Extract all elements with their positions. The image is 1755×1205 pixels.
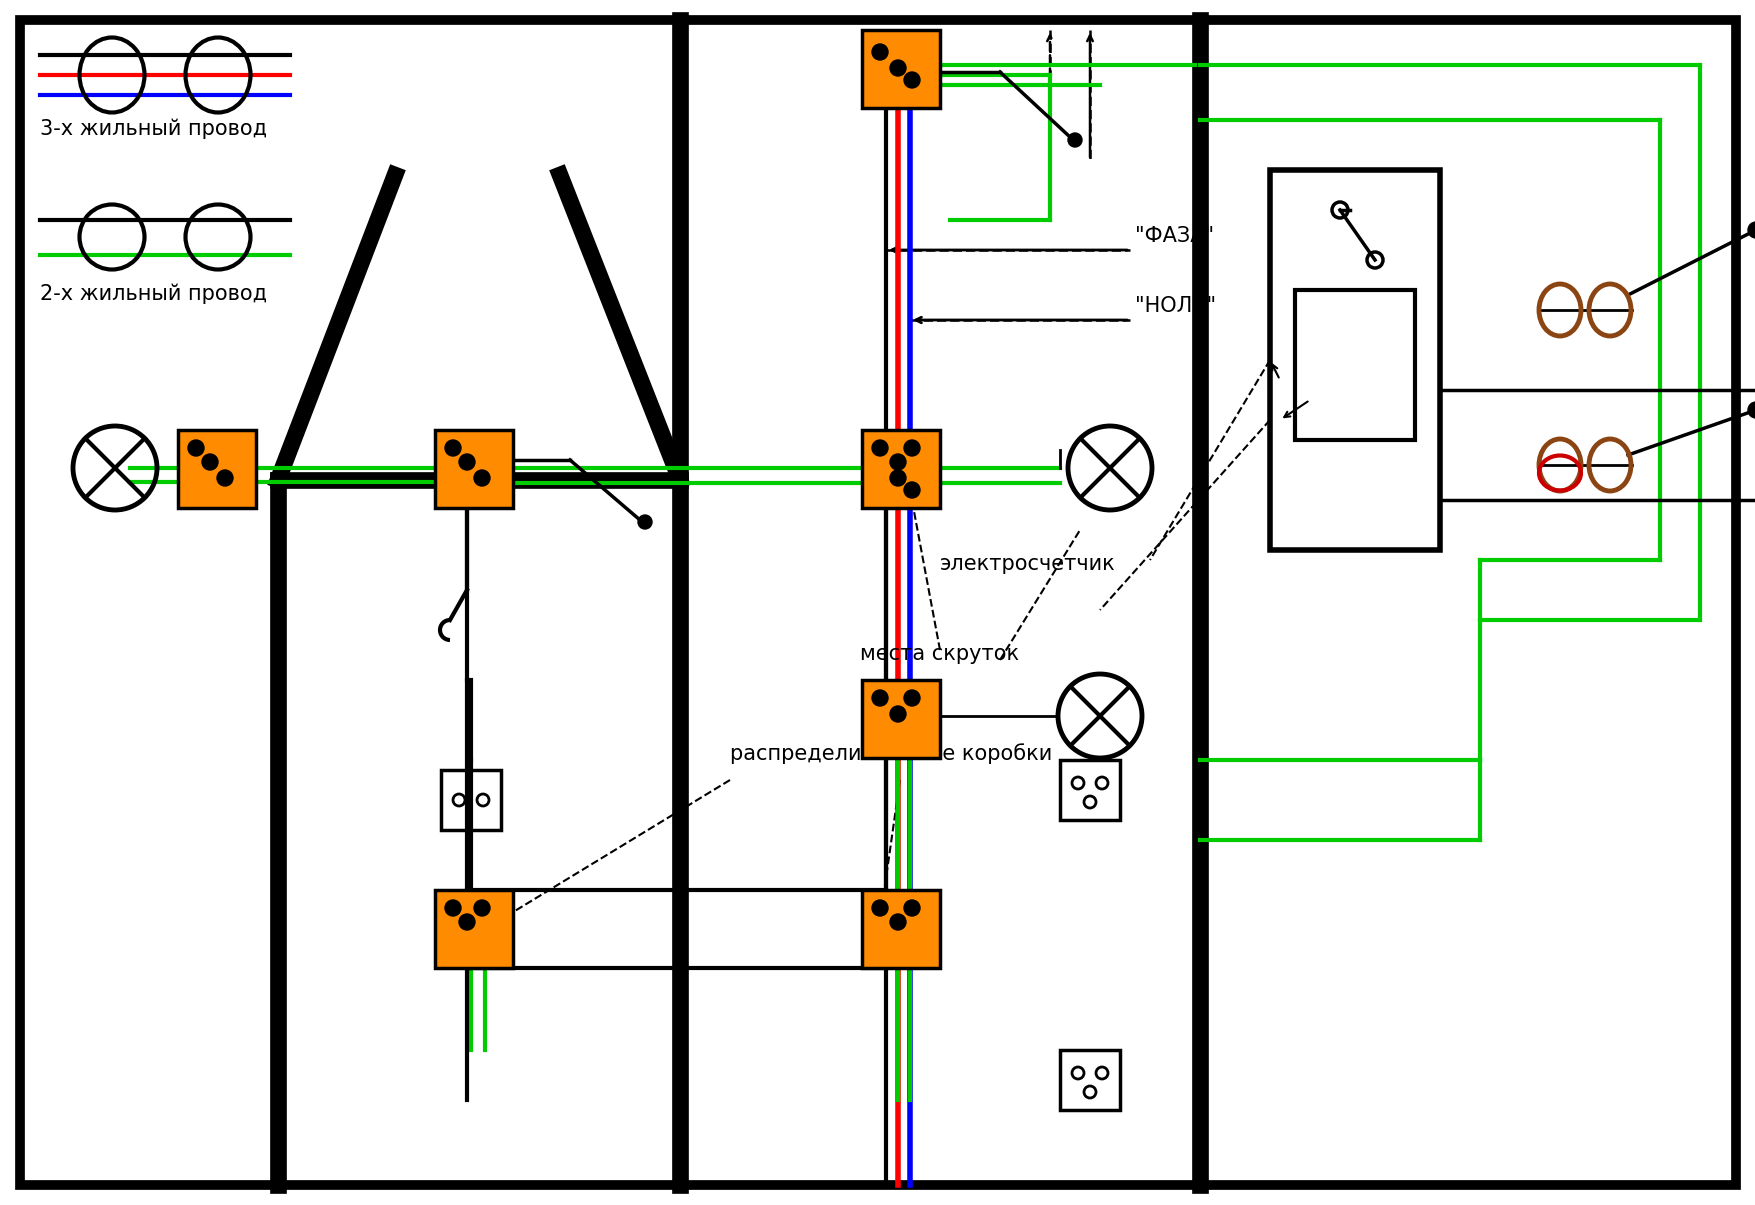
Circle shape <box>444 900 462 916</box>
Circle shape <box>458 454 476 470</box>
Circle shape <box>904 440 920 455</box>
Circle shape <box>890 915 906 930</box>
Circle shape <box>890 454 906 470</box>
Bar <box>862 30 939 108</box>
Bar <box>1293 290 1415 440</box>
Circle shape <box>1067 133 1081 147</box>
Circle shape <box>890 470 906 486</box>
Bar <box>862 680 939 758</box>
Bar <box>1060 760 1120 819</box>
Circle shape <box>1746 222 1755 239</box>
Circle shape <box>202 454 218 470</box>
Circle shape <box>474 900 490 916</box>
Circle shape <box>637 515 651 529</box>
Text: 3-х жильный провод: 3-х жильный провод <box>40 118 267 139</box>
Circle shape <box>890 60 906 76</box>
Circle shape <box>458 915 476 930</box>
Text: 2-х жильный провод: 2-х жильный провод <box>40 283 267 304</box>
Bar <box>177 430 256 509</box>
Circle shape <box>188 440 204 455</box>
Bar <box>435 890 512 968</box>
Bar <box>862 890 939 968</box>
Text: "ФАЗА": "ФАЗА" <box>1134 227 1213 246</box>
Circle shape <box>872 45 888 60</box>
Circle shape <box>872 900 888 916</box>
Text: места скруток: места скруток <box>860 643 1018 664</box>
Circle shape <box>872 440 888 455</box>
Circle shape <box>904 482 920 498</box>
Bar <box>441 770 500 830</box>
Bar <box>1269 170 1439 549</box>
Circle shape <box>444 440 462 455</box>
Circle shape <box>872 690 888 706</box>
Text: "НОЛЬ": "НОЛЬ" <box>1134 296 1216 316</box>
Bar <box>1060 1050 1120 1110</box>
Bar <box>435 430 512 509</box>
Circle shape <box>904 72 920 88</box>
Circle shape <box>218 470 233 486</box>
Circle shape <box>1746 402 1755 418</box>
Circle shape <box>904 900 920 916</box>
Circle shape <box>904 690 920 706</box>
Text: электросчетчик: электросчетчик <box>939 554 1114 574</box>
Circle shape <box>890 706 906 722</box>
Text: распределительные коробки: распределительные коробки <box>730 743 1051 764</box>
Circle shape <box>474 470 490 486</box>
Bar <box>862 430 939 509</box>
